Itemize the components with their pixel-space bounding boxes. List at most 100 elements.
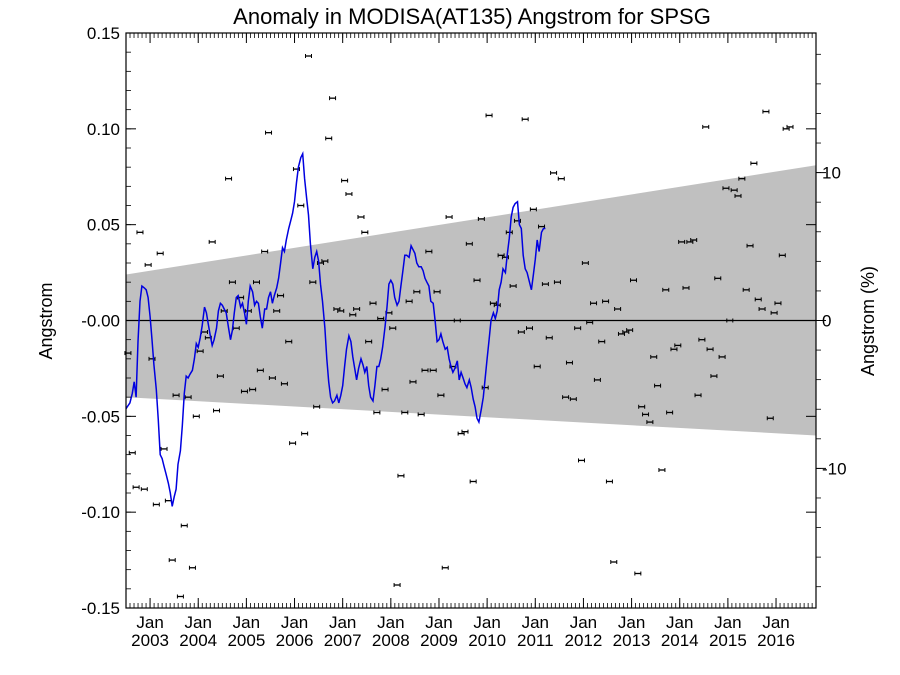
- data-point: [702, 124, 710, 129]
- data-point: [650, 354, 658, 359]
- x-tick-month: Jan: [377, 613, 404, 632]
- x-tick-month: Jan: [666, 613, 693, 632]
- data-point: [297, 203, 305, 208]
- data-point: [445, 215, 453, 219]
- data-point: [389, 326, 397, 331]
- data-point: [377, 316, 385, 321]
- x-tick-month: Jan: [136, 613, 163, 632]
- band-polygon: [126, 165, 816, 436]
- data-point: [160, 446, 168, 451]
- data-point: [213, 408, 221, 413]
- data-point: [553, 280, 561, 285]
- data-point: [581, 261, 589, 265]
- data-point: [329, 96, 337, 101]
- x-tick-year: 2012: [565, 631, 603, 650]
- data-point: [156, 251, 164, 256]
- data-point: [208, 239, 216, 244]
- x-tick-month: Jan: [233, 613, 260, 632]
- chart-title: Anomaly in MODISA(AT135) Angstrom for SP…: [233, 4, 711, 29]
- data-point: [670, 347, 678, 352]
- data-point: [557, 176, 565, 181]
- data-point: [550, 170, 558, 175]
- data-point: [605, 479, 613, 484]
- data-point: [136, 230, 144, 235]
- x-tick-month: Jan: [618, 613, 645, 632]
- y-tick-label: 0.05: [87, 216, 120, 235]
- x-tick-year: 2013: [613, 631, 651, 650]
- data-point: [132, 485, 140, 490]
- data-point: [742, 287, 750, 292]
- data-point: [646, 420, 654, 425]
- x-tick-year: 2005: [227, 631, 265, 650]
- data-point: [301, 431, 309, 436]
- data-point: [666, 410, 674, 415]
- x-tick-month: Jan: [570, 613, 597, 632]
- data-point: [421, 368, 429, 373]
- data-point: [413, 289, 421, 294]
- data-point: [304, 54, 312, 58]
- smoothed-line: [125, 151, 546, 507]
- x-tick-year: 2004: [179, 631, 217, 650]
- data-point: [309, 280, 317, 285]
- data-point: [192, 414, 200, 419]
- data-point: [746, 243, 754, 248]
- data-point: [277, 293, 285, 298]
- data-point: [429, 368, 437, 373]
- data-point: [361, 230, 369, 235]
- data-point: [397, 473, 405, 478]
- x-tick-month: Jan: [473, 613, 500, 632]
- data-point: [770, 310, 778, 315]
- data-point: [268, 376, 276, 380]
- data-point: [140, 487, 148, 492]
- y-tick-label: -0.00: [81, 312, 120, 331]
- data-point: [425, 249, 433, 254]
- data-point: [485, 113, 493, 118]
- data-point: [240, 389, 248, 394]
- data-point: [228, 280, 236, 285]
- data-point: [401, 410, 409, 415]
- data-point: [249, 387, 257, 392]
- data-point: [626, 328, 634, 333]
- data-point: [152, 502, 160, 507]
- data-point: [220, 308, 228, 313]
- y-axis-label-right: Angstrom (%): [858, 266, 878, 376]
- data-point: [261, 249, 269, 254]
- y-right-tick-label: -10: [822, 459, 847, 478]
- data-point: [321, 259, 329, 264]
- data-point: [529, 207, 537, 212]
- data-point: [196, 349, 204, 354]
- data-point: [710, 374, 718, 379]
- data-point: [461, 429, 469, 434]
- data-point: [285, 339, 293, 344]
- data-point: [750, 161, 758, 166]
- data-point: [738, 176, 746, 181]
- data-point: [184, 395, 192, 400]
- data-point: [569, 397, 577, 402]
- y-tick-label: -0.15: [81, 599, 120, 618]
- data-point: [373, 410, 381, 415]
- x-tick-year: 2007: [324, 631, 362, 650]
- y-tick-label: -0.05: [81, 407, 120, 426]
- data-point: [778, 253, 786, 258]
- data-point: [469, 479, 477, 484]
- data-point: [678, 239, 686, 244]
- x-tick-month: Jan: [762, 613, 789, 632]
- x-tick-year: 2010: [468, 631, 506, 650]
- data-point: [714, 276, 722, 281]
- data-point: [722, 186, 730, 191]
- x-tick-year: 2008: [372, 631, 410, 650]
- data-point: [517, 330, 525, 334]
- x-tick-year: 2014: [661, 631, 699, 650]
- data-point: [574, 326, 582, 331]
- data-point: [774, 301, 782, 306]
- x-tick-year: 2011: [517, 631, 554, 650]
- data-point: [172, 393, 180, 398]
- data-point: [369, 301, 377, 306]
- x-tick-year: 2009: [420, 631, 458, 650]
- data-point: [225, 176, 233, 181]
- data-point: [762, 109, 770, 114]
- data-point: [341, 178, 349, 183]
- data-point: [313, 404, 321, 409]
- data-point: [357, 215, 365, 219]
